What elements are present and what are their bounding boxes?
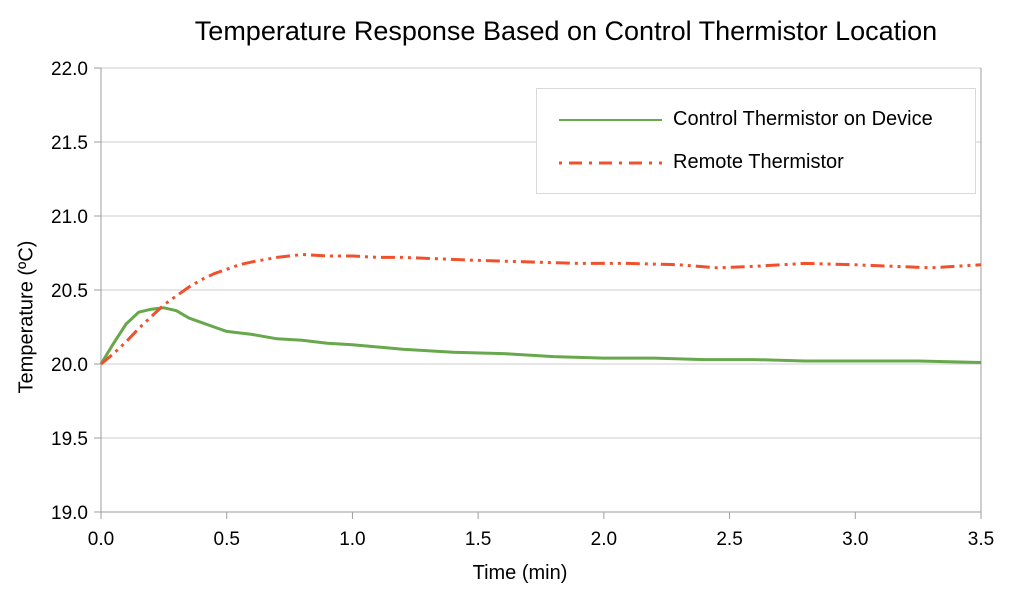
svg-text:19.0: 19.0 <box>51 503 88 524</box>
svg-text:2.0: 2.0 <box>591 529 617 550</box>
legend-sample-line-icon <box>559 161 662 164</box>
svg-text:2.5: 2.5 <box>716 529 742 550</box>
legend-item-control-thermistor: Control Thermistor on Device <box>559 108 975 131</box>
legend-sample-line-icon <box>559 118 662 121</box>
svg-text:21.0: 21.0 <box>51 207 88 228</box>
x-axis-title: Time (min) <box>472 562 568 584</box>
legend-item-remote-thermistor: Remote Thermistor <box>559 151 975 174</box>
svg-text:22.0: 22.0 <box>51 59 88 80</box>
svg-text:1.0: 1.0 <box>339 529 365 550</box>
svg-text:3.0: 3.0 <box>842 529 868 550</box>
legend-label-control-thermistor: Control Thermistor on Device <box>673 108 933 130</box>
legend-label-remote-thermistor: Remote Thermistor <box>673 151 844 173</box>
y-axis-title: Temperature (ºC) <box>15 240 38 394</box>
svg-text:20.5: 20.5 <box>51 281 88 302</box>
chart-title: Temperature Response Based on Control Th… <box>194 16 938 46</box>
svg-text:3.5: 3.5 <box>968 529 994 550</box>
svg-text:1.5: 1.5 <box>465 529 491 550</box>
svg-text:20.0: 20.0 <box>51 355 88 376</box>
svg-text:0.5: 0.5 <box>214 529 240 550</box>
svg-text:19.5: 19.5 <box>51 429 88 450</box>
svg-text:0.0: 0.0 <box>88 529 114 550</box>
legend: Control Thermistor on Device Remote Ther… <box>536 88 976 194</box>
svg-text:21.5: 21.5 <box>51 133 88 154</box>
